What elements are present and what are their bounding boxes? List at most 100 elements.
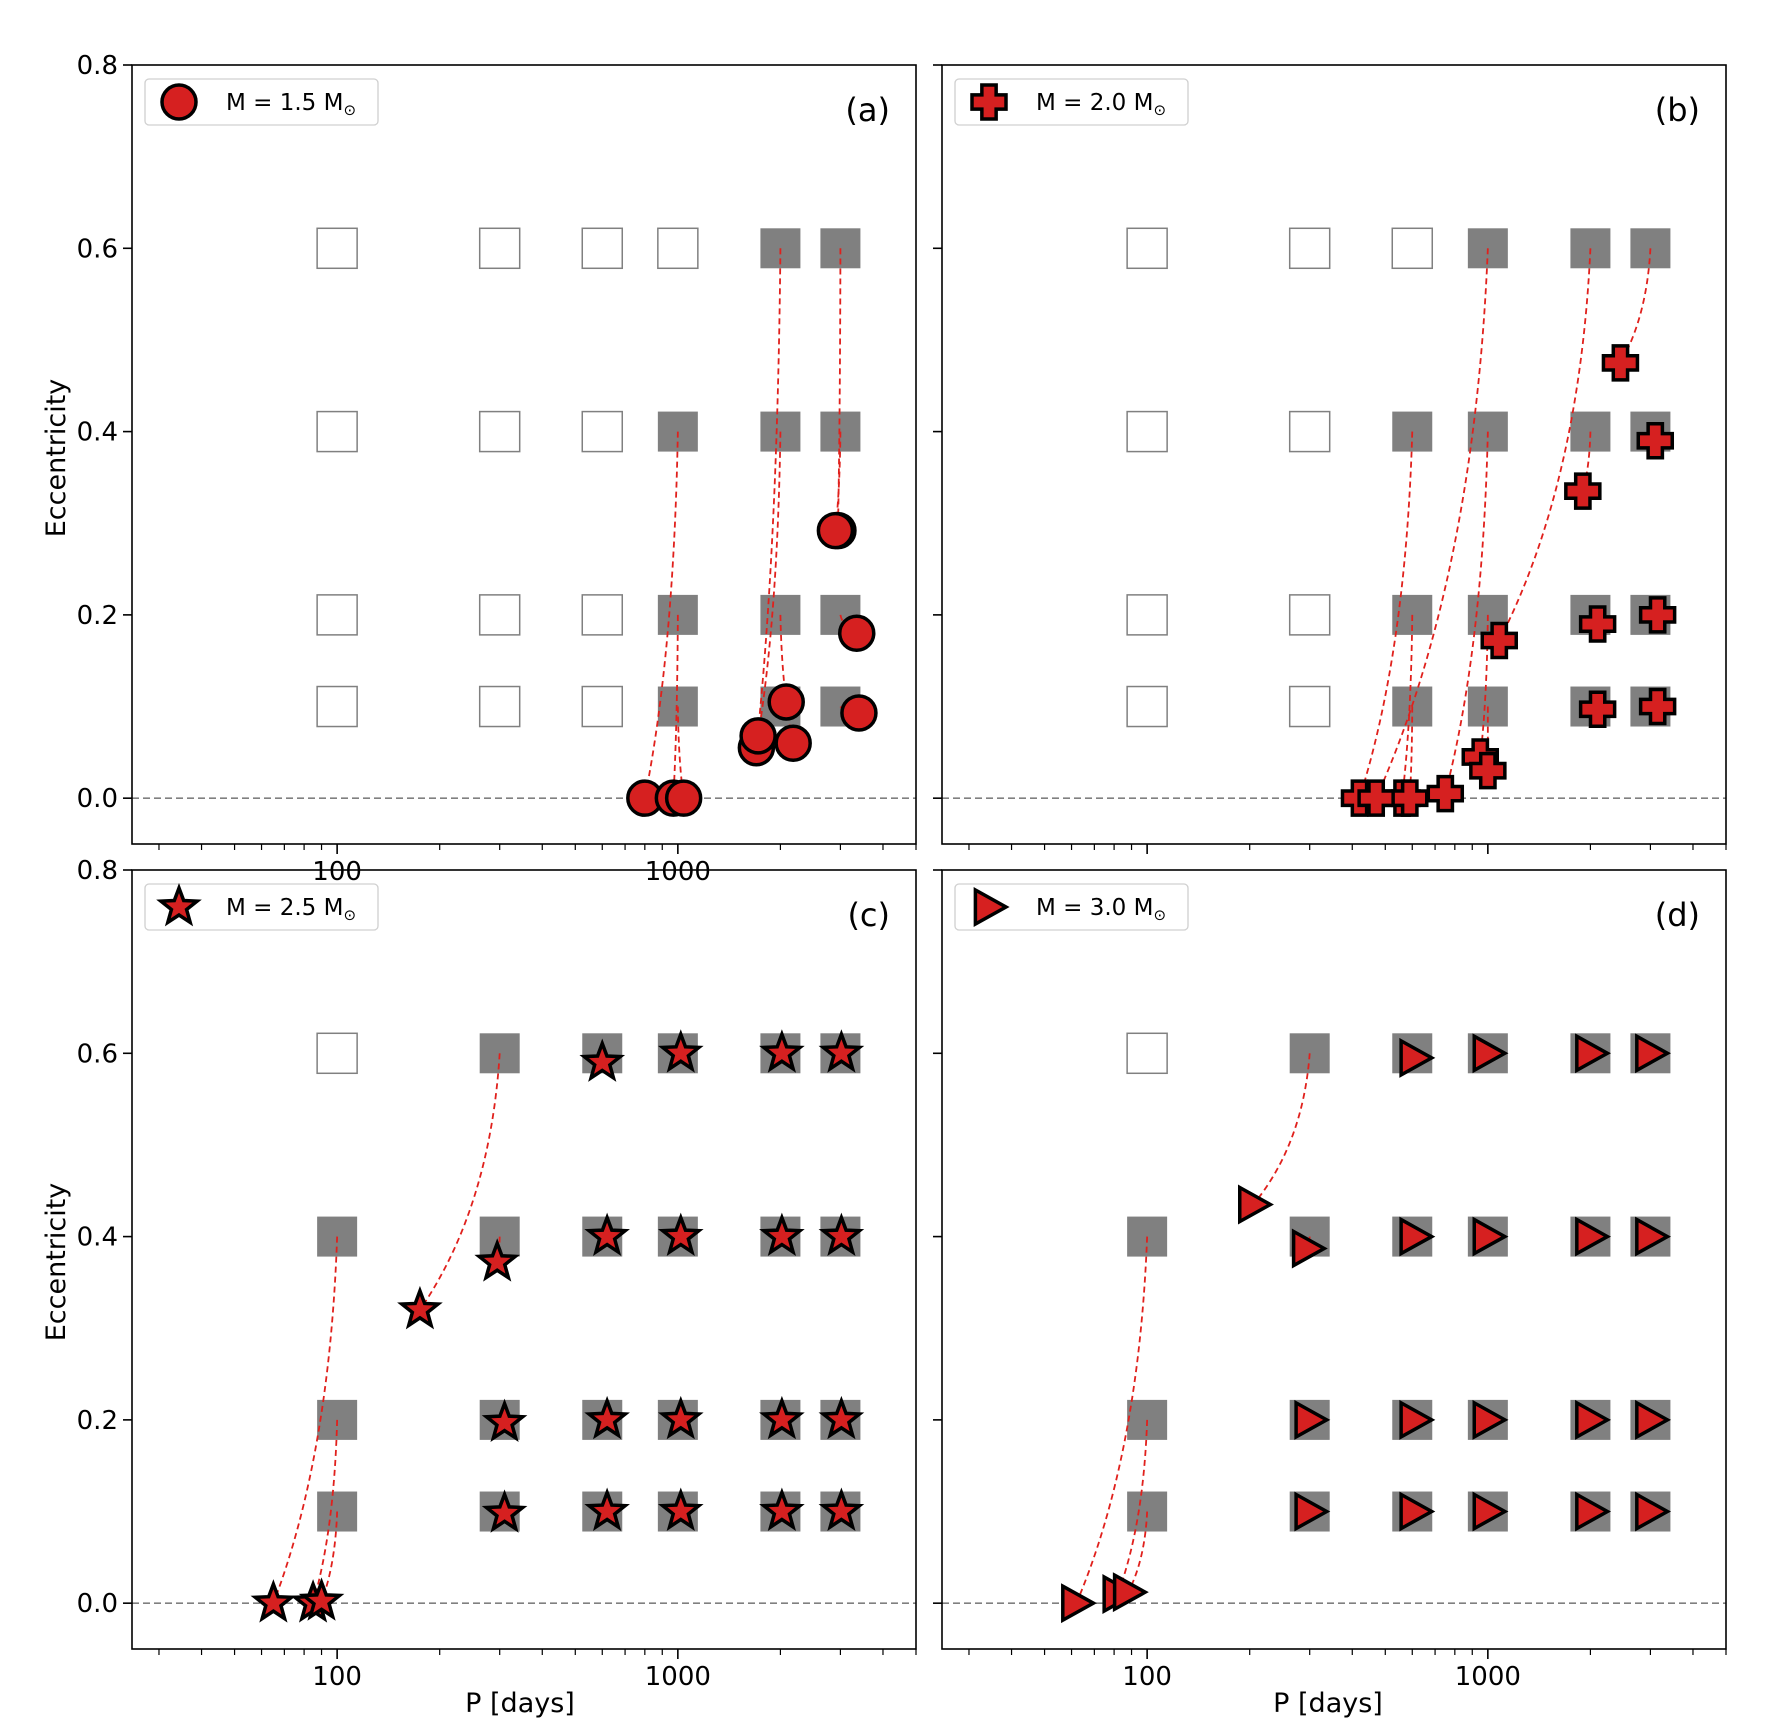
final-point-marker	[481, 1398, 528, 1443]
legend-marker	[156, 883, 202, 927]
final-point-marker	[1472, 1399, 1509, 1440]
final-point-marker	[1635, 1033, 1672, 1074]
final-point-marker	[579, 1038, 626, 1082]
initial-square-empty	[581, 227, 624, 270]
y-tick-label: 0.4	[77, 418, 118, 448]
initial-square-empty	[581, 685, 624, 728]
final-point-marker	[1480, 621, 1518, 660]
final-point-marker	[1061, 1583, 1098, 1624]
final-point-marker	[1294, 1491, 1331, 1532]
final-point-marker	[584, 1487, 630, 1531]
legend-marker	[970, 83, 1008, 121]
final-point-marker	[584, 1395, 630, 1440]
initial-square-empty	[478, 594, 521, 636]
y-tick-label: 0.2	[77, 1406, 118, 1436]
final-point-marker	[657, 1212, 704, 1257]
final-point-marker	[759, 1212, 805, 1257]
final-point-marker	[298, 1577, 345, 1621]
final-point-marker	[774, 724, 812, 762]
y-tick-label: 0.8	[77, 51, 118, 81]
evolution-track	[1444, 431, 1489, 794]
axes-frame	[131, 64, 917, 845]
x-tick-label: 1000	[645, 1662, 711, 1692]
initial-square-empty	[1288, 227, 1331, 270]
legend-marker	[973, 887, 1010, 927]
evolution-track	[757, 431, 782, 736]
y-tick-label: 0.8	[77, 856, 118, 886]
initial-square-empty	[581, 594, 624, 636]
evolution-track	[312, 1419, 339, 1604]
final-point-marker	[1399, 1216, 1436, 1257]
final-point-marker	[759, 1029, 805, 1073]
final-point-marker	[1575, 1216, 1612, 1257]
initial-square-empty	[1288, 410, 1331, 453]
final-point-marker	[397, 1285, 443, 1330]
panel-label: (a)	[845, 91, 890, 129]
final-point-marker	[1469, 751, 1507, 790]
y-axis-label-top: Eccentricity	[41, 379, 72, 538]
evolution-track	[1619, 248, 1652, 364]
x-axis-label-left: P [days]	[465, 1688, 575, 1719]
final-point-marker	[1601, 344, 1640, 382]
final-point-marker	[1291, 1228, 1328, 1269]
initial-square-empty	[581, 410, 624, 453]
legend-label: M = 3.0 M⊙	[1036, 895, 1166, 924]
legend-box	[144, 883, 379, 931]
x-tick-label: 100	[1122, 1662, 1172, 1692]
final-point-marker	[584, 1212, 630, 1257]
initial-square-empty	[478, 685, 521, 728]
initial-square-empty	[657, 227, 699, 270]
final-point-marker	[1112, 1572, 1149, 1613]
legend-box	[144, 78, 379, 126]
final-point-marker	[818, 1395, 865, 1440]
legend-subscript: ⊙	[343, 906, 356, 924]
evolution-track	[837, 248, 842, 531]
final-point-marker	[759, 1487, 805, 1531]
final-point-marker	[1635, 1399, 1672, 1440]
final-point-marker	[657, 1029, 704, 1073]
legend: M = 1.5 M⊙	[144, 78, 379, 126]
legend-box	[954, 883, 1189, 931]
x-axis-label-right: P [days]	[1273, 1688, 1383, 1719]
final-point-marker	[1472, 1033, 1509, 1074]
final-point-marker	[739, 717, 777, 755]
panel-label: (c)	[847, 896, 890, 934]
final-point-marker	[1578, 605, 1617, 643]
final-point-marker	[1399, 1399, 1436, 1440]
final-point-marker	[1638, 596, 1677, 634]
evolution-track	[839, 705, 860, 714]
legend-box	[954, 78, 1189, 126]
final-point-marker	[1638, 687, 1677, 726]
panel-label: (b)	[1655, 91, 1700, 129]
final-point-marker	[818, 1487, 865, 1531]
final-point-marker	[250, 1579, 297, 1623]
final-point-marker	[816, 511, 855, 550]
evolution-track	[755, 248, 782, 748]
final-point-marker	[1575, 1033, 1612, 1074]
y-tick-label: 0.4	[77, 1223, 118, 1253]
y-tick-label: 0.6	[77, 1039, 118, 1069]
legend: M = 2.5 M⊙	[144, 883, 379, 931]
final-point-marker	[818, 1029, 865, 1073]
evolution-track	[1498, 248, 1592, 641]
final-point-marker	[1635, 1216, 1672, 1257]
y-tick-label: 0.6	[77, 234, 118, 264]
x-tick-label: 1000	[1455, 1662, 1521, 1692]
final-point-marker	[1399, 1491, 1436, 1532]
y-tick-label: 0.0	[77, 784, 118, 814]
panel-2: 100 1000 0.0 0.2 0.4 0.6 0.8 (c) M = 2.5 M⊙	[77, 856, 917, 1692]
final-point-marker	[657, 1487, 704, 1531]
legend-subscript: ⊙	[343, 101, 356, 119]
x-tick-label: 100	[312, 857, 362, 887]
final-point-marker	[840, 694, 878, 732]
final-point-marker	[1564, 472, 1602, 510]
axes-frame	[941, 64, 1727, 845]
evolution-track	[1358, 431, 1414, 799]
axes-frame	[131, 869, 917, 1650]
legend-label: M = 1.5 M⊙	[226, 90, 356, 119]
final-point-marker	[664, 779, 703, 817]
initial-square-empty	[316, 594, 358, 636]
legend: M = 2.0 M⊙	[954, 78, 1189, 126]
initial-square-empty	[1126, 227, 1168, 270]
